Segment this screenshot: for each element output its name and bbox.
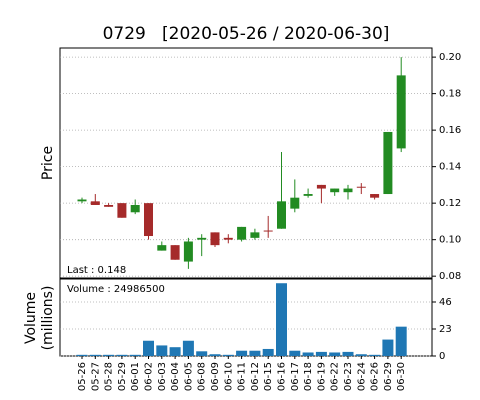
- volume-bar: [103, 354, 115, 356]
- candle-body: [144, 203, 153, 237]
- y-axis-label: Price: [40, 146, 56, 180]
- y-tick-label: 23: [439, 324, 452, 335]
- candle-body: [77, 199, 87, 202]
- price-panel: [59, 47, 433, 279]
- candle-body: [343, 188, 353, 193]
- volume-axis-label: (millions): [40, 286, 56, 351]
- volume-bar: [355, 354, 367, 356]
- y-tick-label: 46: [439, 297, 452, 308]
- volume-bar: [342, 351, 354, 356]
- volume-bar: [329, 352, 341, 356]
- y-tick-label: 0.20: [439, 52, 461, 63]
- volume-bar: [249, 350, 261, 356]
- x-tick-label: 06-12: [250, 362, 261, 391]
- volume-bar: [169, 347, 181, 356]
- x-tick-label: 06-02: [144, 362, 155, 391]
- x-tick-label: 06-17: [290, 362, 301, 391]
- x-tick-label: 06-16: [277, 362, 288, 391]
- volume-bar: [209, 354, 221, 356]
- x-tick-label: 06-24: [356, 362, 367, 391]
- volume-bar: [395, 326, 407, 356]
- x-tick-label: 06-05: [183, 362, 194, 391]
- chart-title: 0729 [2020-05-26 / 2020-06-30]: [103, 24, 390, 44]
- candle-body: [210, 232, 220, 246]
- volume-bar: [262, 348, 274, 356]
- candle-body: [316, 184, 326, 189]
- volume-bar: [236, 350, 248, 356]
- candle-body: [90, 201, 100, 205]
- x-tick-label: 06-01: [130, 362, 141, 391]
- volume-bar: [196, 351, 208, 356]
- x-tick-label: 06-18: [303, 362, 314, 391]
- x-tick-label: 06-04: [170, 362, 181, 391]
- candle-body: [370, 194, 380, 198]
- x-tick-label: 05-26: [77, 362, 88, 391]
- candle-body: [117, 203, 127, 218]
- volume-bar: [302, 352, 314, 356]
- x-tick-label: 06-03: [157, 362, 168, 391]
- candle-body: [197, 237, 207, 240]
- x-tick-label: 06-15: [263, 362, 274, 391]
- candle-body: [263, 230, 273, 232]
- y-tick-label: 0.14: [439, 162, 461, 173]
- x-tick-label: 06-19: [316, 362, 327, 391]
- volume-bar: [315, 351, 327, 356]
- volume-bar: [369, 354, 381, 356]
- volume-bar: [182, 340, 194, 356]
- candle-body: [356, 186, 366, 188]
- volume-bar: [382, 339, 394, 356]
- volume-bar: [89, 354, 101, 356]
- volume-bar: [156, 345, 168, 356]
- candle-body: [130, 204, 140, 213]
- volume-bar: [222, 354, 234, 356]
- x-tick-label: 05-27: [90, 362, 101, 391]
- x-tick-label: 06-08: [197, 362, 208, 391]
- y-tick-label: 0.16: [439, 125, 461, 136]
- y-tick-label: 0.18: [439, 89, 461, 100]
- x-tick-label: 06-10: [223, 362, 234, 391]
- volume-bar: [289, 350, 301, 356]
- x-tick-label: 06-23: [343, 362, 354, 391]
- volume-annotation: Volume : 24986500: [67, 284, 165, 295]
- x-tick-label: 05-28: [104, 362, 115, 391]
- y-tick-label: 0.12: [439, 198, 461, 209]
- volume-bar: [143, 340, 154, 356]
- y-tick-label: 0: [439, 351, 445, 362]
- volume-bar: [76, 354, 88, 356]
- candle-body: [383, 131, 393, 195]
- candle-body: [237, 226, 247, 240]
- candle-body: [330, 188, 340, 193]
- volume-bar: [116, 354, 128, 356]
- y-tick-label: 0.10: [439, 235, 461, 246]
- volume-bar: [129, 354, 141, 356]
- candle-body: [290, 197, 300, 209]
- last-annotation: Last : 0.148: [67, 265, 126, 276]
- candle-body: [277, 201, 286, 229]
- x-tick-label: 06-11: [237, 362, 248, 391]
- volume-axis-label: Volume: [23, 292, 39, 344]
- x-tick-label: 06-29: [383, 362, 394, 391]
- candle-body: [223, 237, 233, 240]
- candle-body: [303, 194, 313, 196]
- y-tick-label: 0.08: [439, 271, 461, 282]
- x-tick-label: 06-30: [396, 362, 407, 391]
- candle-body: [157, 245, 167, 251]
- x-tick-label: 05-29: [117, 362, 128, 391]
- candle-body: [104, 204, 114, 207]
- candle-body: [250, 232, 260, 238]
- volume-bar: [276, 283, 287, 356]
- x-tick-label: 06-22: [330, 362, 341, 391]
- candle-body: [183, 241, 193, 262]
- candle-body: [170, 245, 180, 260]
- x-tick-label: 06-26: [370, 362, 381, 391]
- candle-body: [396, 75, 406, 149]
- x-tick-label: 06-09: [210, 362, 221, 391]
